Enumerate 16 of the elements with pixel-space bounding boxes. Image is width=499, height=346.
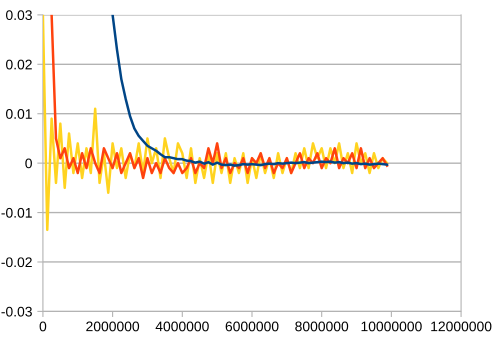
y-tick-label: 0.03 [6, 10, 32, 20]
y-tick-label: 0.01 [6, 109, 32, 119]
line-series [50, 14, 388, 180]
x-tick-label: 12000000 [431, 321, 492, 332]
y-tick-label: 0.02 [6, 60, 32, 70]
x-tick-label: 4000000 [156, 321, 209, 332]
x-tick-label: 0 [40, 321, 46, 332]
y-tick-label: -0.02 [1, 257, 32, 268]
x-tick-label: 10000000 [362, 321, 422, 332]
x-tick-label: 2000000 [86, 321, 140, 332]
line-series [111, 14, 388, 167]
y-tick-label: 0 [25, 158, 32, 168]
y-tick-label: -0.01 [1, 208, 32, 218]
x-tick-label: 8000000 [295, 321, 348, 332]
y-tick-label: -0.03 [1, 306, 32, 317]
x-tick-label: 6000000 [226, 321, 278, 332]
